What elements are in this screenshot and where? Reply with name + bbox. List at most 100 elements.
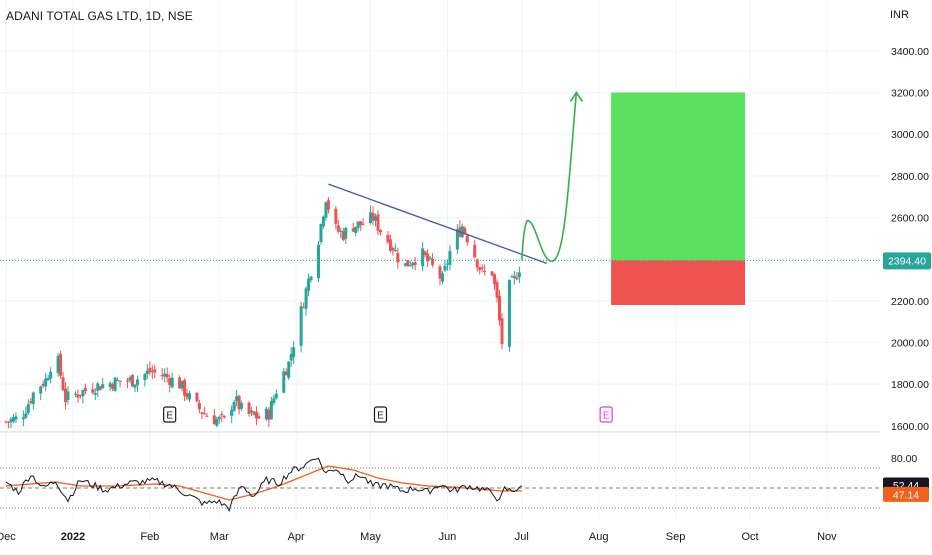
candle-body [145,370,149,375]
projection-arrow [521,92,578,263]
candle-body [49,372,53,379]
candle-body [438,266,442,279]
candle-body [336,225,340,232]
candle-body [388,239,392,251]
candle-body [205,415,209,417]
rsi-ma-value-badge [883,486,929,502]
rsi-ma-line [5,465,522,501]
earnings-marker [373,406,388,423]
candle-body [168,378,172,386]
candle-body [473,244,477,258]
candle-body [59,354,63,376]
candle-body [250,410,254,413]
candle-body [76,394,80,398]
earnings-marker-label: E [603,411,610,422]
candle-body [403,263,407,266]
candle-body [93,393,97,395]
risk-reward-zones [611,92,746,305]
candle-body [14,416,18,420]
target-zone [611,92,746,261]
candle-body [307,278,311,291]
candle-body [517,272,521,278]
candle-body [341,230,345,240]
candle-body [220,414,224,416]
candle-body [150,371,154,373]
last-price-text: 2394.40 [888,255,926,267]
candle-body [254,411,258,419]
x-tick-label: May [360,531,381,543]
candle-body [282,371,286,393]
x-tick-label: Sep [666,531,686,543]
candle-body [6,421,10,423]
candle-body [96,383,100,391]
candle-body [215,419,219,426]
y-tick-label: 2600.00 [891,213,929,225]
candle-body [83,387,87,392]
candle-body [222,415,226,418]
x-tick-label: Dec [0,531,16,543]
candle-body [490,271,494,276]
candle-body [143,374,147,380]
candle-body [339,230,343,232]
candle-body [495,281,499,298]
candle-body [163,373,167,377]
y-tick-label: 3400.00 [891,46,929,58]
candle-body [480,267,484,269]
candle-body [304,288,308,309]
candle-body [455,229,459,250]
candle-body [374,216,378,221]
candle-body [185,393,189,398]
candle-body [113,377,117,392]
candle-body [267,409,271,420]
candle-body [344,227,348,239]
candle-body [73,393,77,395]
rsi-ma-value-text: 47.14 [893,489,919,501]
candle-body [411,262,415,266]
earnings-marker [599,406,613,423]
candle-body [421,248,425,267]
candle-body [299,306,303,346]
candle-body [376,214,380,231]
candle-body [128,377,132,381]
candle-body [361,223,365,225]
candle-body [11,417,15,422]
candle-body [287,361,291,378]
candle-body [178,377,182,389]
earnings-marker [163,406,177,423]
x-tick-label: Jul [515,531,529,543]
candle-body [478,267,482,271]
candle-body [498,296,502,321]
candle-body [148,367,152,373]
candle-body [91,389,95,393]
y-tick-label: 1600.00 [891,421,929,433]
y-tick-label: 2800.00 [891,171,929,183]
y-tick-label: 3200.00 [891,88,929,100]
candle-body [101,384,105,388]
candle-body [356,221,360,228]
candle-body [135,379,139,386]
candle-body [202,413,206,415]
candle-body [118,380,122,382]
candle-body [483,270,487,272]
candle-body [445,263,449,265]
symbol-title: ADANI TOTAL GAS LTD, 1D, NSE [6,9,193,23]
candle-body [56,356,60,374]
rsi-line [5,457,523,513]
rsi-pane [0,457,880,513]
x-tick-label: Aug [589,531,609,543]
candle-body [426,253,430,262]
candle-body [369,212,373,223]
x-tick-label: Oct [741,531,758,543]
candle-body [197,402,201,410]
candle-body [378,229,382,233]
x-tick-label: Apr [288,531,305,543]
candle-body [39,386,43,394]
candle-body [359,221,363,226]
candle-body [431,258,435,265]
candle-body [116,380,120,382]
candle-body [64,388,68,403]
candle-body [31,392,35,404]
candle-body [443,265,447,271]
candle-body [408,265,412,267]
